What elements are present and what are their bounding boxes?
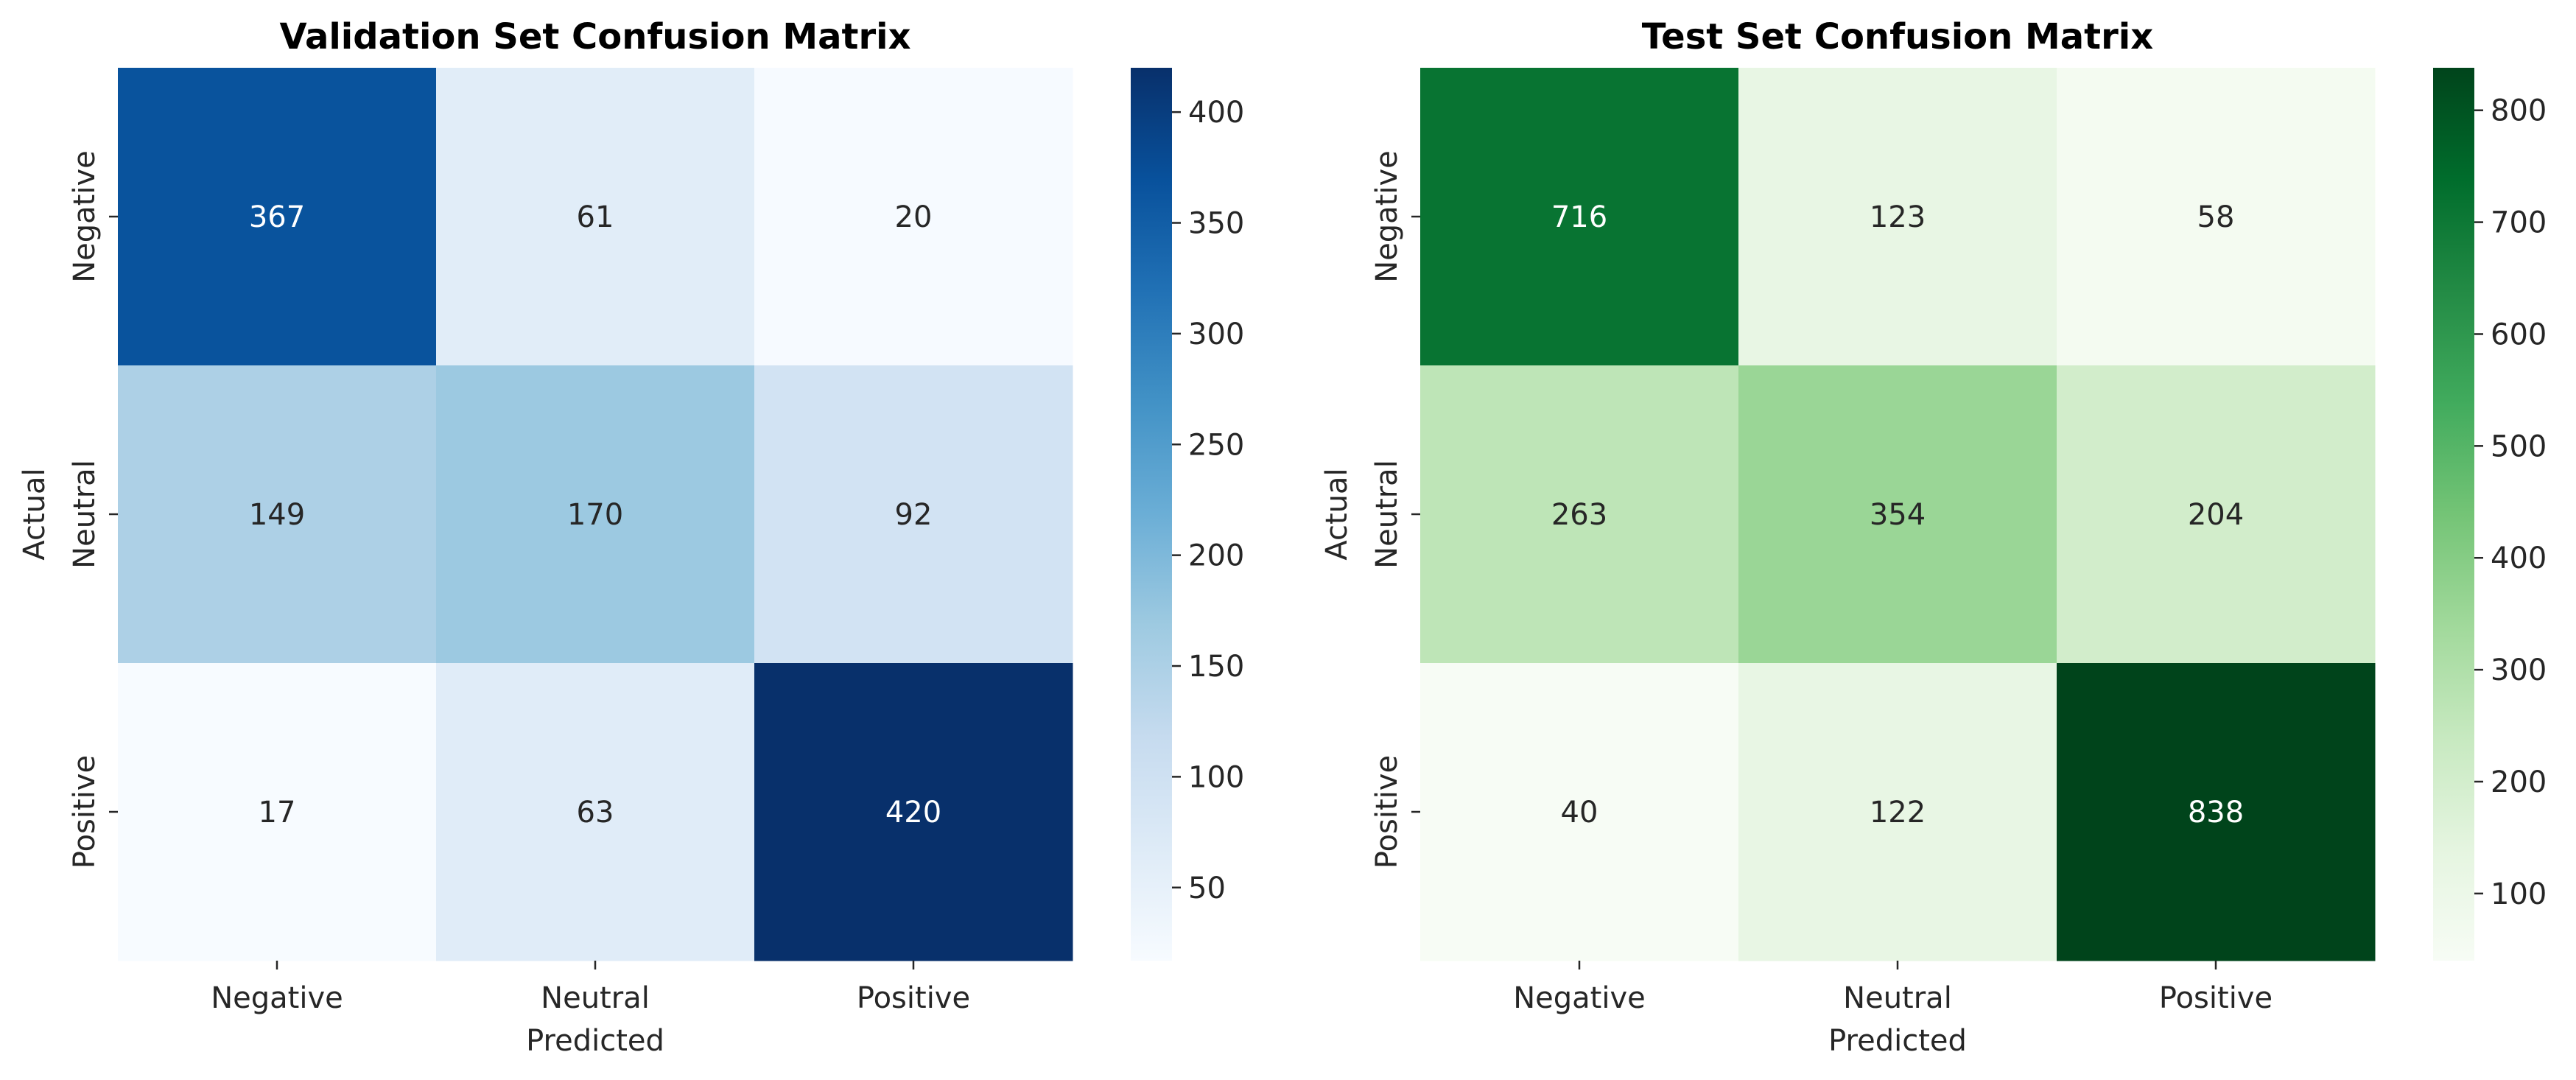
cell-value-label: 149 bbox=[249, 498, 305, 532]
cell-value-label: 420 bbox=[885, 796, 941, 830]
x-tick-label: Positive bbox=[857, 981, 970, 1015]
heatmap-cell bbox=[118, 68, 437, 366]
x-tick-label: Negative bbox=[211, 981, 343, 1015]
colorbar-tick-label: 500 bbox=[2491, 429, 2547, 463]
colorbar-tick-label: 200 bbox=[1188, 539, 1244, 573]
cell-value-label: 17 bbox=[259, 796, 296, 830]
cell-value-label: 716 bbox=[1551, 200, 1607, 234]
cell-value-label: 367 bbox=[249, 200, 305, 234]
y-tick-label: Positive bbox=[68, 755, 102, 869]
heatmap-cell bbox=[1738, 365, 2057, 664]
cell-value-label: 58 bbox=[2197, 200, 2235, 234]
y-tick-label: Positive bbox=[1370, 755, 1404, 869]
y-tick-label: Negative bbox=[68, 150, 102, 283]
y-tick-label: Neutral bbox=[1370, 460, 1404, 569]
heatmap-cell bbox=[118, 663, 437, 961]
x-tick-label: Neutral bbox=[1843, 981, 1952, 1015]
heatmap-cell bbox=[1738, 663, 2057, 961]
heatmap-cell bbox=[436, 365, 755, 664]
heatmap-cell bbox=[754, 663, 1073, 961]
heatmap-cell bbox=[1420, 663, 1739, 961]
y-axis-label: Actual bbox=[18, 468, 52, 560]
colorbar-tick-label: 400 bbox=[1188, 96, 1244, 130]
colorbar-tick-label: 400 bbox=[2491, 541, 2547, 575]
colorbar-tick-label: 200 bbox=[2491, 765, 2547, 799]
x-axis-label: Predicted bbox=[526, 1024, 664, 1058]
cell-value-label: 354 bbox=[1870, 498, 1926, 532]
heatmap-cell bbox=[754, 68, 1073, 366]
cell-value-label: 838 bbox=[2188, 796, 2244, 830]
x-tick-label: Positive bbox=[2159, 981, 2273, 1015]
heatmap-cell bbox=[1420, 365, 1739, 664]
colorbar bbox=[2433, 68, 2474, 961]
validation-heatmap-panel: Validation Set Confusion Matrix 367 61 20 14… bbox=[18, 16, 1244, 1058]
cell-value-label: 204 bbox=[2188, 498, 2244, 532]
colorbar-tick-label: 700 bbox=[2491, 206, 2547, 240]
cell-value-label: 263 bbox=[1551, 498, 1607, 532]
colorbar-tick-label: 100 bbox=[1188, 760, 1244, 794]
colorbar-tick-label: 50 bbox=[1188, 872, 1226, 905]
heatmap-cell bbox=[436, 663, 755, 961]
heatmap-cell bbox=[2057, 663, 2376, 961]
colorbar-tick-label: 100 bbox=[2491, 877, 2547, 911]
x-tick-label: Negative bbox=[1513, 981, 1646, 1015]
colorbar-tick-label: 300 bbox=[2491, 653, 2547, 687]
y-tick-label: Neutral bbox=[68, 460, 102, 569]
heatmap-cell bbox=[1420, 68, 1739, 366]
cell-value-label: 20 bbox=[895, 200, 933, 234]
heatmap-cell bbox=[436, 68, 755, 366]
colorbar-tick-label: 250 bbox=[1188, 428, 1244, 462]
colorbar-tick-label: 150 bbox=[1188, 650, 1244, 684]
colorbar-tick-label: 800 bbox=[2491, 94, 2547, 128]
cell-value-label: 40 bbox=[1561, 796, 1598, 830]
heatmap-cell bbox=[118, 365, 437, 664]
test-heatmap-panel: Test Set Confusion Matrix 716 123 58 263 354 2… bbox=[1320, 16, 2547, 1058]
heatmap-cell bbox=[754, 365, 1073, 664]
colorbar-tick-label: 600 bbox=[2491, 318, 2547, 351]
x-axis-label: Predicted bbox=[1828, 1024, 1967, 1058]
chart-title: Validation Set Confusion Matrix bbox=[279, 16, 910, 57]
chart-title: Test Set Confusion Matrix bbox=[1642, 16, 2153, 57]
x-tick-label: Neutral bbox=[541, 981, 650, 1015]
colorbar-tick-label: 350 bbox=[1188, 207, 1244, 241]
y-axis-label: Actual bbox=[1320, 468, 1354, 560]
heatmap-cell bbox=[2057, 68, 2376, 366]
cell-value-label: 61 bbox=[577, 200, 614, 234]
cell-value-label: 92 bbox=[895, 498, 933, 532]
cell-value-label: 123 bbox=[1870, 200, 1926, 234]
colorbar-tick-label: 300 bbox=[1188, 318, 1244, 351]
cell-value-label: 63 bbox=[577, 796, 614, 830]
heatmap-cell bbox=[1738, 68, 2057, 366]
cell-value-label: 122 bbox=[1870, 796, 1926, 830]
heatmap-cell bbox=[2057, 365, 2376, 664]
cell-value-label: 170 bbox=[567, 498, 623, 532]
y-tick-label: Negative bbox=[1370, 150, 1404, 283]
colorbar bbox=[1131, 68, 1172, 961]
